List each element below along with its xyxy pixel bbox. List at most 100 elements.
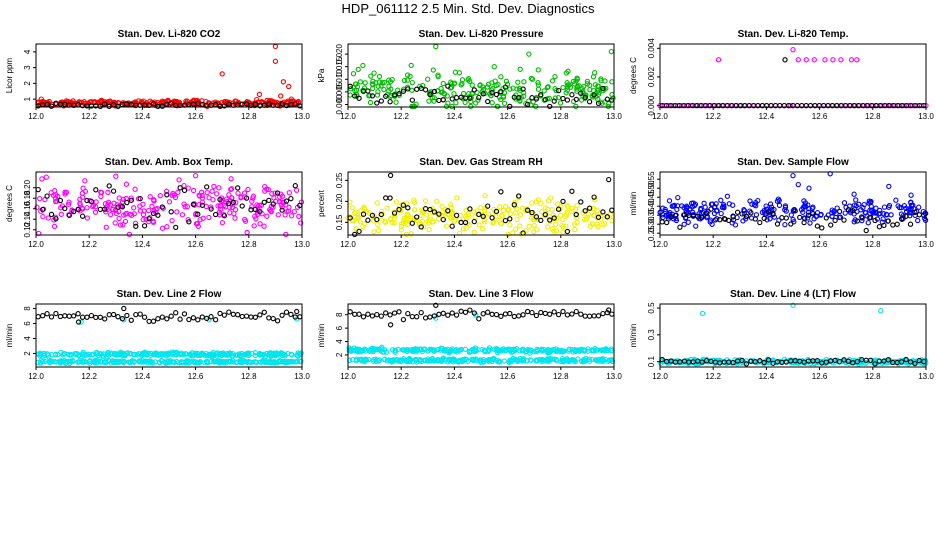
x-tick-label: 12.2: [81, 240, 97, 249]
chart-panel-amb-box-temp: Stan. Dev. Amb. Box Temp. 12.0 12.2 12.4 12.…: [5, 157, 310, 249]
data-point: [208, 314, 214, 320]
x-tick-label: 13.0: [918, 112, 934, 121]
y-tick-label: 0.010: [335, 69, 344, 90]
data-point: [907, 207, 914, 213]
x-tick-label: 12.0: [652, 112, 668, 121]
data-point: [538, 217, 544, 224]
data-point: [582, 313, 588, 319]
data-point: [585, 211, 591, 217]
data-point: [473, 100, 479, 106]
data-point: [107, 202, 113, 208]
y-axis-label: percent: [317, 189, 326, 216]
data-point: [44, 193, 50, 199]
data-point: [583, 216, 590, 222]
data-point: [252, 101, 259, 107]
data-point: [488, 92, 494, 99]
data-point: [783, 215, 789, 221]
data-point: [360, 62, 366, 69]
data-point: [132, 220, 139, 226]
data-point: [764, 217, 770, 223]
data-point: [155, 352, 162, 358]
data-point: [288, 359, 294, 365]
data-point: [502, 84, 509, 90]
data-point: [606, 101, 612, 107]
data-point: [400, 88, 407, 94]
data-point: [163, 188, 170, 194]
data-point: [75, 311, 81, 317]
data-point: [124, 210, 130, 217]
data-point: [907, 213, 913, 219]
data-point: [480, 213, 486, 220]
x-tick-label: 12.6: [500, 112, 516, 121]
data-point: [405, 205, 411, 211]
x-tick-label: 12.8: [241, 372, 257, 381]
data-point: [174, 209, 180, 215]
data-point: [912, 209, 918, 215]
data-point: [823, 215, 829, 221]
x-tick-label: 12.0: [340, 112, 356, 121]
data-point: [477, 82, 483, 89]
chart-panel-line4-flow: Stan. Dev. Line 4 (LT) Flow 12.0 12.2 12.4 1…: [629, 289, 934, 381]
data-point: [264, 213, 270, 219]
data-point: [266, 101, 272, 107]
data-point: [517, 223, 523, 229]
data-point: [155, 212, 161, 218]
data-point: [228, 176, 234, 182]
data-point: [292, 183, 298, 189]
data-point: [124, 199, 130, 206]
data-point: [352, 231, 358, 238]
data-point: [430, 67, 436, 73]
data-point: [247, 359, 253, 365]
y-axis-label: ml/min: [629, 192, 638, 216]
data-point: [392, 219, 398, 226]
data-point: [148, 350, 154, 357]
data-point: [782, 221, 788, 228]
data-point: [533, 312, 540, 319]
data-point: [90, 204, 96, 210]
data-point: [491, 64, 497, 70]
data-point: [549, 207, 555, 213]
data-point: [414, 314, 420, 320]
x-tick-label: 12.2: [705, 112, 721, 121]
data-point: [470, 357, 476, 364]
data-point: [348, 346, 354, 352]
data-point: [660, 205, 666, 211]
chart-points: [347, 43, 616, 110]
data-point: [278, 191, 284, 197]
data-point: [402, 347, 408, 353]
data-point: [436, 97, 442, 104]
data-point: [370, 78, 376, 84]
y-tick-label: 3: [23, 65, 32, 70]
data-point: [88, 312, 95, 319]
data-point: [258, 202, 265, 208]
data-point: [421, 224, 427, 230]
data-point: [250, 359, 256, 365]
data-point: [432, 347, 438, 353]
data-point: [854, 218, 860, 224]
data-point: [261, 223, 267, 229]
data-point: [436, 211, 442, 217]
data-point: [685, 219, 691, 225]
data-point: [790, 47, 796, 53]
y-tick-label: 0.50: [647, 180, 656, 196]
data-point: [458, 308, 464, 314]
data-point: [565, 204, 571, 210]
data-point: [520, 86, 526, 92]
data-point: [563, 213, 569, 219]
data-point: [146, 216, 152, 222]
data-point: [570, 78, 577, 85]
data-point: [573, 103, 579, 110]
data-point: [560, 308, 566, 315]
data-point: [149, 203, 155, 210]
data-point: [516, 193, 522, 199]
y-tick-label: 4: [23, 49, 32, 54]
data-point: [381, 79, 388, 86]
data-point: [770, 211, 776, 217]
page-title: HDP_061112 2.5 Min. Std. Dev. Diagnostic…: [341, 1, 595, 16]
data-point: [197, 217, 203, 223]
data-point: [485, 309, 491, 315]
data-point: [124, 312, 130, 319]
data-point: [544, 84, 551, 91]
data-point: [289, 359, 296, 365]
data-point: [279, 207, 285, 213]
